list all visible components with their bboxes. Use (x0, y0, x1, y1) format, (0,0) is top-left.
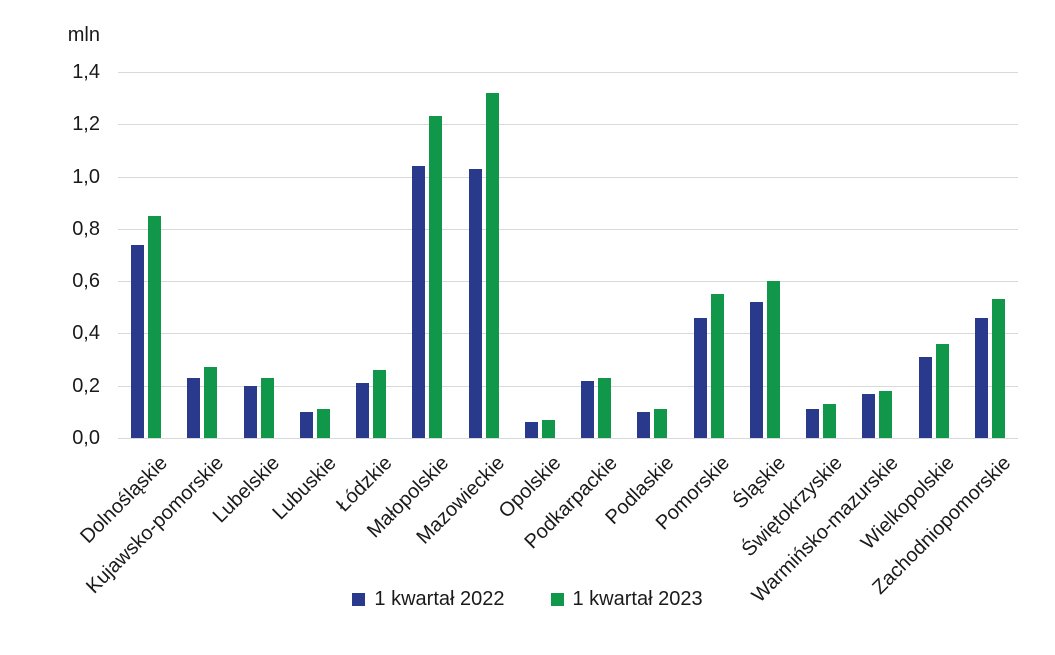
bar-group (906, 72, 962, 438)
bar-group (512, 72, 568, 438)
legend-label-2022: 1 kwartał 2022 (374, 588, 505, 610)
bar-2023 (710, 294, 724, 438)
bar-2022 (581, 380, 595, 438)
bar-group (681, 72, 737, 438)
bar-2023 (654, 409, 668, 438)
bar-2023 (598, 377, 612, 438)
bar-group (231, 72, 287, 438)
bar-2023 (991, 299, 1005, 438)
bar-2022 (243, 385, 257, 438)
y-axis-tick-label: 0,4 (72, 322, 100, 345)
bar-2022 (412, 166, 426, 438)
bar-group (456, 72, 512, 438)
bar-2022 (918, 356, 932, 438)
y-axis-tick-label: 1,0 (72, 165, 100, 188)
bar-2023 (879, 390, 893, 438)
bar-2023 (935, 343, 949, 438)
bar-group (849, 72, 905, 438)
bar-2022 (131, 244, 145, 438)
bar-2022 (468, 168, 482, 438)
bar-2023 (766, 281, 780, 438)
bar-group (962, 72, 1018, 438)
legend-item-2022: 1 kwartał 2022 (352, 588, 505, 611)
bar-group (287, 72, 343, 438)
bar-2022 (749, 302, 763, 438)
bar-group (343, 72, 399, 438)
legend-label-2023: 1 kwartał 2023 (572, 588, 703, 610)
bar-2023 (316, 409, 330, 438)
bar-2022 (187, 377, 201, 438)
gridline (118, 333, 1018, 335)
legend: 1 kwartał 2022 1 kwartał 2023 (0, 588, 1055, 611)
y-axis-unit-label: mln (67, 24, 100, 46)
y-axis-tick-label: 0,2 (72, 374, 100, 397)
plot-area (118, 72, 1018, 439)
bar-2023 (823, 404, 837, 438)
legend-item-2023: 1 kwartał 2023 (550, 588, 703, 611)
y-axis-tick-label: 0,0 (72, 427, 100, 449)
gridline (118, 438, 1018, 439)
bar-2022 (637, 411, 651, 438)
legend-swatch-2023 (550, 593, 564, 606)
bar-2023 (373, 370, 387, 438)
y-axis-tick-label: 1,4 (72, 61, 100, 83)
bar-2022 (806, 409, 820, 438)
bar-2022 (974, 317, 988, 438)
bar-2023 (541, 419, 555, 438)
y-axis-tick-label: 1,2 (72, 113, 100, 136)
bar-2022 (299, 411, 313, 438)
bar-2023 (485, 92, 499, 438)
gridline (118, 281, 1018, 283)
bar-group (118, 72, 174, 438)
bar-2022 (693, 317, 707, 438)
bar-2023 (429, 116, 443, 438)
bar-group (399, 72, 455, 438)
gridline (118, 385, 1018, 387)
bar-2023 (204, 367, 218, 438)
gridline (118, 228, 1018, 230)
y-axis-tick-label: 0,8 (72, 217, 100, 240)
bar-group (624, 72, 680, 438)
bar-2023 (260, 377, 274, 438)
bar-2022 (862, 393, 876, 438)
y-axis-tick-label: 0,6 (72, 270, 100, 293)
bar-group (568, 72, 624, 438)
legend-swatch-2022 (352, 593, 366, 606)
gridline (118, 176, 1018, 178)
bar-group (174, 72, 230, 438)
bar-group (793, 72, 849, 438)
gridline (118, 124, 1018, 126)
bar-2023 (148, 215, 162, 438)
bar-group (737, 72, 793, 438)
gridline (118, 72, 1018, 73)
bar-2022 (356, 383, 370, 438)
bar-2022 (524, 422, 538, 438)
